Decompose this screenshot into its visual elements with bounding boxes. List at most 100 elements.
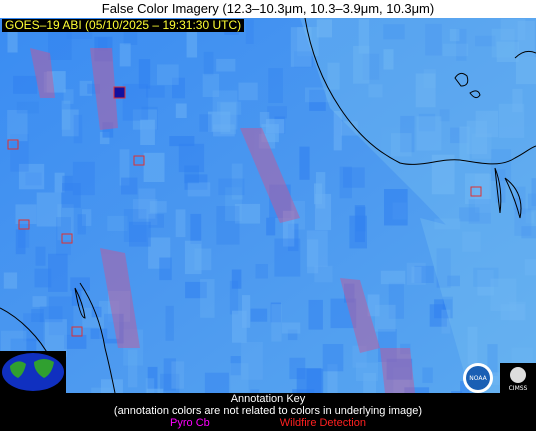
noaa-logo: NOAA xyxy=(463,363,493,393)
texture-tile xyxy=(451,391,463,393)
title: False Color Imagery (12.3–10.3μm, 10.3–3… xyxy=(0,0,536,18)
texture-tile xyxy=(107,215,128,231)
texture-tile xyxy=(48,25,72,60)
texture-tile xyxy=(459,126,470,163)
texture-tile xyxy=(10,134,29,172)
texture-tile xyxy=(512,88,523,113)
texture-tile xyxy=(35,246,46,266)
key-items: Pyro Cb Wildfire Detection xyxy=(0,417,536,429)
texture-tile xyxy=(121,177,138,195)
texture-tile xyxy=(415,73,436,108)
background xyxy=(0,18,536,393)
texture-tile xyxy=(54,172,65,193)
texture-tile xyxy=(459,207,480,222)
texture-tile xyxy=(15,229,26,255)
texture-tile xyxy=(15,204,37,224)
texture-tile xyxy=(259,112,270,127)
texture-tile xyxy=(184,165,199,184)
texture-tile xyxy=(500,304,525,321)
texture-tile xyxy=(431,154,455,195)
texture-tile xyxy=(367,294,380,317)
texture-tile xyxy=(388,282,404,319)
texture-tile xyxy=(218,178,245,196)
texture-tile xyxy=(250,389,260,393)
texture-tile xyxy=(282,210,295,247)
texture-tile xyxy=(212,90,238,130)
light-region xyxy=(300,18,536,393)
texture-tile xyxy=(308,299,323,330)
texture-tile xyxy=(271,304,282,342)
texture-tile xyxy=(383,49,394,70)
texture-tile xyxy=(216,58,236,72)
key-item: Pyro Cb xyxy=(170,417,210,429)
texture-tile xyxy=(31,309,44,322)
texture-tile xyxy=(333,111,342,151)
texture-tile xyxy=(61,109,79,137)
texture-tile xyxy=(199,114,212,132)
texture-tile xyxy=(82,209,92,226)
texture-tile xyxy=(122,83,149,121)
texture-tile xyxy=(204,372,229,393)
texture-tile xyxy=(471,133,492,159)
texture-tile xyxy=(184,240,202,275)
texture-tile xyxy=(132,199,158,225)
texture-tile xyxy=(531,178,536,206)
texture-tile xyxy=(184,174,208,190)
texture-tile xyxy=(138,59,151,89)
texture-tile xyxy=(57,204,74,241)
texture-tile xyxy=(314,265,333,283)
texture-tile xyxy=(305,87,331,103)
texture-tile xyxy=(61,100,71,130)
texture-tile xyxy=(343,167,365,188)
texture-tile xyxy=(425,23,442,56)
key-item: Wildfire Detection xyxy=(279,417,366,429)
texture-tile xyxy=(349,215,367,249)
texture-tile xyxy=(62,183,81,208)
texture-tile xyxy=(234,203,261,224)
texture-tile xyxy=(268,68,283,103)
texture-tile xyxy=(434,218,461,230)
texture-tile xyxy=(230,363,249,393)
texture-tile xyxy=(3,272,18,289)
texture-tile xyxy=(404,387,430,393)
texture-tile xyxy=(123,209,147,242)
texture-tile xyxy=(232,310,247,343)
texture-tile xyxy=(225,187,242,222)
texture-tile xyxy=(322,344,344,372)
texture-tile xyxy=(266,217,276,236)
texture-tile xyxy=(146,85,165,98)
noaa-label: NOAA xyxy=(469,375,487,382)
texture-tile xyxy=(169,136,195,147)
texture-tile xyxy=(422,367,433,383)
texture-tile xyxy=(18,163,45,190)
texture-tile xyxy=(368,84,383,98)
texture-tile xyxy=(250,308,268,322)
texture-tile xyxy=(245,19,254,44)
texture-tile xyxy=(495,169,506,203)
texture-tile xyxy=(327,62,340,90)
texture-tile xyxy=(414,265,434,283)
texture-tile xyxy=(34,268,52,288)
texture-tile xyxy=(216,206,240,245)
texture-tile xyxy=(525,212,535,224)
texture-tile xyxy=(490,278,517,311)
texture-tile xyxy=(101,379,123,393)
texture-tile xyxy=(363,373,377,393)
texture-tile xyxy=(13,75,38,94)
texture-tile xyxy=(358,19,370,54)
texture-tile xyxy=(475,110,499,138)
texture-tile xyxy=(36,192,61,227)
texture-tile xyxy=(447,275,460,287)
texture-tile xyxy=(98,37,108,51)
texture-tile xyxy=(287,329,298,341)
texture-tile xyxy=(294,51,313,68)
texture-tile xyxy=(467,326,478,365)
texture-tile xyxy=(220,102,236,135)
texture-tile xyxy=(187,182,211,197)
texture-tile xyxy=(148,214,164,228)
texture-tile xyxy=(190,213,202,244)
texture-tile xyxy=(165,305,174,341)
texture-tile xyxy=(400,115,415,153)
texture-tile xyxy=(267,106,287,119)
texture-tile xyxy=(231,163,243,200)
